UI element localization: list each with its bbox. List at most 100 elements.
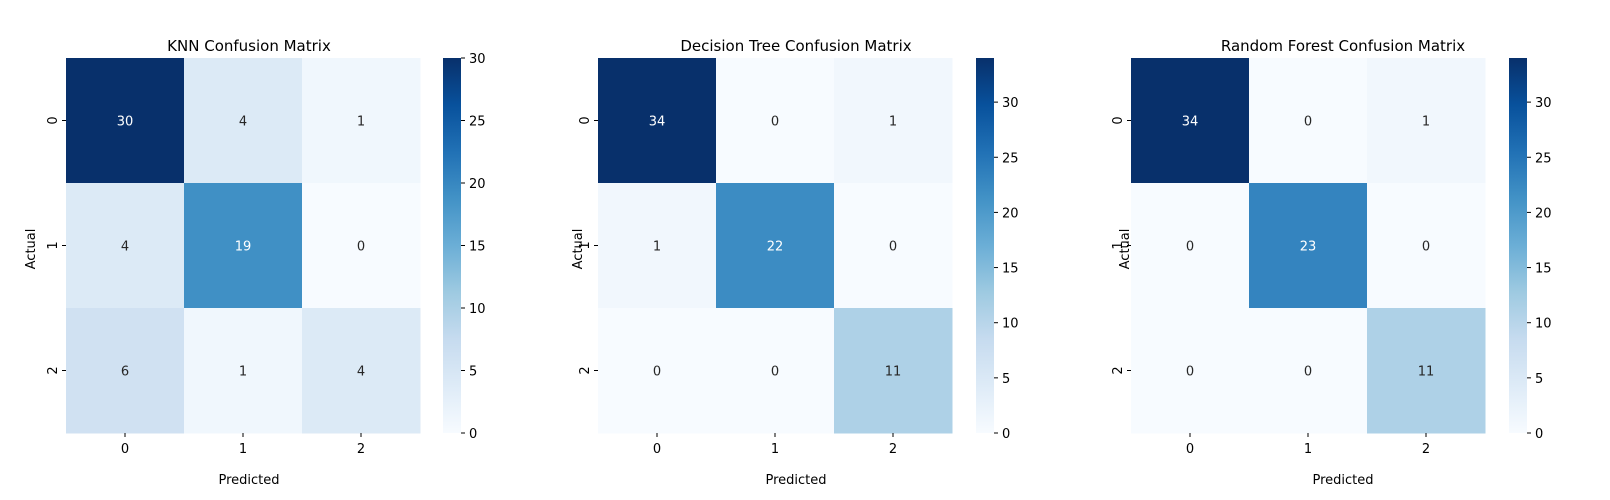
knn-cell-2-1: [184, 308, 303, 434]
knn-cell-label-0-0: 30: [117, 115, 134, 130]
random-forest-y-tick-label-2: 2: [1111, 366, 1126, 374]
decision-tree-cell-2-0: [598, 308, 717, 434]
knn-x-axis-label: Predicted: [218, 473, 279, 488]
random-forest-cell-label-1-1: 23: [1300, 240, 1317, 255]
random-forest-cell-2-2: [1367, 308, 1486, 434]
knn-colorbar-tick-label-2: 10: [469, 302, 486, 317]
random-forest-x-tick-label-2: 2: [1422, 442, 1430, 457]
knn-chart-title: KNN Confusion Matrix: [167, 37, 331, 55]
decision-tree-x-tick-label-2: 2: [889, 442, 897, 457]
random-forest-heatmap-cells: 34 0 1 0 23 0 0 0 11 0 1 2 0 1 2: [1111, 58, 1486, 457]
random-forest-colorbar-tick-label-1: 5: [1535, 372, 1543, 387]
decision-tree-colorbar-tick-label-2: 10: [1002, 317, 1019, 332]
knn-cell-2-0: [66, 308, 185, 434]
random-forest-cell-0-2: [1367, 58, 1486, 184]
decision-tree-cell-1-1: [716, 183, 835, 309]
decision-tree-y-tick-label-2: 2: [578, 366, 593, 374]
knn-cell-label-0-2: 1: [357, 115, 365, 130]
random-forest-colorbar: 0 5 10 15 20 25 30: [1509, 58, 1552, 442]
random-forest-colorbar-tick-label-4: 20: [1535, 206, 1552, 221]
random-forest-colorbar-gradient: [1509, 58, 1527, 433]
knn-cell-label-2-0: 6: [121, 365, 129, 380]
knn-colorbar-tick-label-1: 5: [469, 365, 477, 380]
knn-x-tick-label-1: 1: [239, 442, 247, 457]
knn-cell-0-1: [184, 58, 303, 184]
decision-tree-colorbar-tick-label-1: 5: [1002, 372, 1010, 387]
random-forest-colorbar-tick-label-3: 15: [1535, 262, 1552, 277]
knn-y-tick-label-1: 1: [46, 241, 61, 249]
random-forest-cell-0-0: [1131, 58, 1250, 184]
decision-tree-x-tick-label-0: 0: [653, 442, 661, 457]
random-forest-cell-label-2-0: 0: [1186, 365, 1194, 380]
decision-tree-cell-1-2: [834, 183, 953, 309]
knn-cell-label-1-0: 4: [121, 240, 129, 255]
knn-colorbar-tick-label-0: 0: [469, 427, 477, 442]
decision-tree-cell-label-2-0: 0: [653, 365, 661, 380]
random-forest-colorbar-tick-label-2: 10: [1535, 317, 1552, 332]
knn-y-tick-label-2: 2: [46, 366, 61, 374]
random-forest-cell-label-1-0: 0: [1186, 240, 1194, 255]
decision-tree-y-axis-label: Actual: [571, 229, 586, 270]
random-forest-cell-2-1: [1249, 308, 1368, 434]
random-forest-y-axis-label: Actual: [1118, 229, 1133, 270]
decision-tree-colorbar-tick-label-3: 15: [1002, 262, 1019, 277]
decision-tree-panel: Decision Tree Confusion Matrix 34 0 11 22 00…: [571, 37, 1019, 488]
knn-colorbar-gradient: [443, 58, 461, 433]
random-forest-y-tick-label-1: 1: [1111, 241, 1126, 249]
knn-x-tick-label-0: 0: [121, 442, 129, 457]
decision-tree-cell-0-0: [598, 58, 717, 184]
decision-tree-x-tick-label-1: 1: [771, 442, 779, 457]
decision-tree-colorbar-tick-label-0: 0: [1002, 427, 1010, 442]
decision-tree-chart-title: Decision Tree Confusion Matrix: [680, 37, 911, 55]
decision-tree-colorbar-tick-label-5: 25: [1002, 151, 1019, 166]
random-forest-cell-0-1: [1249, 58, 1368, 184]
random-forest-cell-1-1: [1249, 183, 1368, 309]
random-forest-cell-1-0: [1131, 183, 1250, 309]
decision-tree-cell-0-1: [716, 58, 835, 184]
knn-colorbar-tick-label-5: 25: [469, 115, 486, 130]
knn-colorbar-tick-label-6: 30: [469, 52, 486, 67]
decision-tree-y-tick-label-1: 1: [578, 241, 593, 249]
decision-tree-cell-1-0: [598, 183, 717, 309]
knn-y-tick-label-0: 0: [46, 116, 61, 124]
decision-tree-cell-label-0-1: 0: [771, 115, 779, 130]
knn-cell-label-1-1: 19: [235, 240, 252, 255]
knn-colorbar-tick-label-4: 20: [469, 177, 486, 192]
decision-tree-cell-label-0-2: 1: [889, 115, 897, 130]
knn-cell-1-0: [66, 183, 185, 309]
decision-tree-cell-label-1-1: 22: [767, 240, 784, 255]
decision-tree-cell-label-2-1: 0: [771, 365, 779, 380]
random-forest-cell-label-0-1: 0: [1304, 115, 1312, 130]
decision-tree-colorbar-gradient: [976, 58, 994, 433]
random-forest-cell-label-0-2: 1: [1422, 115, 1430, 130]
decision-tree-cell-label-2-2: 11: [885, 365, 902, 380]
decision-tree-colorbar-tick-label-4: 20: [1002, 206, 1019, 221]
knn-y-axis-label: Actual: [24, 229, 39, 270]
decision-tree-cell-0-2: [834, 58, 953, 184]
knn-cell-label-2-1: 1: [239, 365, 247, 380]
decision-tree-cell-label-0-0: 34: [649, 115, 666, 130]
random-forest-cell-label-1-2: 0: [1422, 240, 1430, 255]
decision-tree-colorbar-tick-label-6: 30: [1002, 96, 1019, 111]
random-forest-x-tick-label-0: 0: [1186, 442, 1194, 457]
random-forest-panel: Random Forest Confusion Matrix 34 0 10 23 00…: [1111, 37, 1552, 488]
knn-cell-label-2-2: 4: [357, 365, 365, 380]
random-forest-colorbar-tick-label-6: 30: [1535, 96, 1552, 111]
random-forest-y-tick-label-0: 0: [1111, 116, 1126, 124]
decision-tree-colorbar: 0 5 10 15 20 25 30: [976, 58, 1019, 442]
random-forest-cell-label-2-2: 11: [1418, 365, 1435, 380]
random-forest-cell-label-0-0: 34: [1182, 115, 1199, 130]
random-forest-cell-1-2: [1367, 183, 1486, 309]
knn-cell-1-1: [184, 183, 303, 309]
random-forest-colorbar-tick-label-0: 0: [1535, 427, 1543, 442]
decision-tree-x-axis-label: Predicted: [765, 473, 826, 488]
decision-tree-cell-label-1-2: 0: [889, 240, 897, 255]
random-forest-x-tick-label-1: 1: [1304, 442, 1312, 457]
random-forest-cell-2-0: [1131, 308, 1250, 434]
random-forest-cell-label-2-1: 0: [1304, 365, 1312, 380]
knn-cell-label-1-2: 0: [357, 240, 365, 255]
decision-tree-cell-2-1: [716, 308, 835, 434]
